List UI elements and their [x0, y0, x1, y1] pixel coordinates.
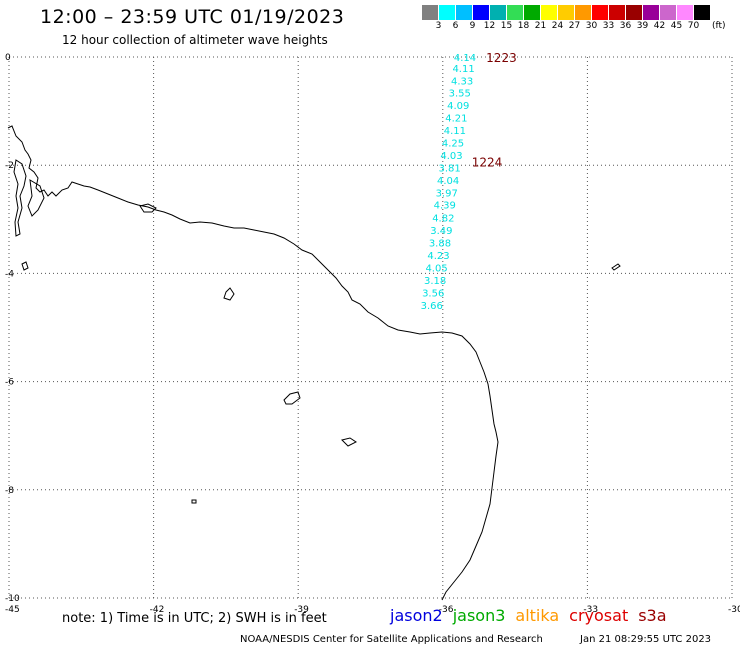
- y-tick-label: -6: [5, 378, 14, 388]
- island: [341, 437, 357, 447]
- legend-label: 9: [469, 21, 476, 31]
- legend-label: 15: [500, 21, 513, 31]
- mission-legend: jason2 jason3 altika cryosat s3a: [390, 606, 677, 625]
- wave-height-label: 3.18: [424, 276, 446, 287]
- wave-height-label: 4.39: [434, 201, 456, 212]
- legend-label: 42: [653, 21, 666, 31]
- legend-swatch: [660, 5, 677, 20]
- legend-swatch: [677, 5, 694, 20]
- legend-label: 24: [551, 21, 564, 31]
- legend-label: 39: [636, 21, 649, 31]
- legend-label: 45: [670, 21, 683, 31]
- y-tick-label: -2: [5, 161, 14, 171]
- legend-swatch: [592, 5, 609, 20]
- map-subtitle: 12 hour collection of altimeter wave hei…: [62, 33, 328, 47]
- footer-note: note: 1) Time is in UTC; 2) SWH is in fe…: [62, 611, 327, 626]
- wave-height-label: 3.66: [421, 301, 443, 312]
- wave-height-label: 4.14: [454, 53, 476, 64]
- wave-height-label: 4.21: [445, 114, 467, 125]
- mission-altika: altika: [515, 606, 560, 625]
- legend-swatch: [473, 5, 490, 20]
- wave-height-label: 4.09: [447, 101, 469, 112]
- legend-swatch: [643, 5, 660, 20]
- color-scale-legend: [422, 5, 711, 20]
- legend-swatch: [456, 5, 473, 20]
- coastal-island: [139, 203, 157, 213]
- wave-height-label: 4.25: [442, 138, 464, 149]
- x-tick-label: -39: [294, 605, 309, 615]
- map-title: 12:00 – 23:59 UTC 01/19/2023: [40, 6, 345, 28]
- legend-label: 6: [452, 21, 459, 31]
- legend-label: 12: [483, 21, 496, 31]
- pass-time-label: 1223: [486, 51, 517, 65]
- wave-height-label: 3.97: [436, 188, 458, 199]
- islet-st-peter-paul: [611, 263, 621, 271]
- islet: [191, 499, 197, 504]
- wave-height-label: 4.33: [451, 76, 473, 87]
- wave-height-label: 4.11: [452, 64, 474, 75]
- coastline: [7, 125, 499, 601]
- mission-s3a: s3a: [638, 606, 667, 625]
- wave-height-label: 4.05: [425, 263, 447, 274]
- coastline-estuary: [13, 159, 27, 237]
- credit-text: NOAA/NESDIS Center for Satellite Applica…: [240, 634, 543, 645]
- wave-height-label: 3.81: [438, 163, 460, 174]
- generation-timestamp: Jan 21 08:29:55 UTC 2023: [580, 634, 712, 645]
- legend-swatch: [490, 5, 507, 20]
- legend-swatch: [541, 5, 558, 20]
- mission-jason3: jason3: [452, 606, 506, 625]
- legend-label: 70: [687, 21, 700, 31]
- x-tick-label: -36: [439, 605, 454, 615]
- y-tick-label: -8: [5, 486, 14, 496]
- legend-swatch: [558, 5, 575, 20]
- legend-label: 18: [517, 21, 530, 31]
- legend-swatch: [575, 5, 592, 20]
- color-scale-labels: 3 6 9 12 15 18 21 24 27 30 33 36 39 42 45 70: [422, 21, 702, 31]
- wave-height-label: 4.23: [427, 251, 449, 262]
- atoll-das-rocas: [223, 287, 235, 301]
- islet: [21, 261, 29, 271]
- legend-unit: (ft): [712, 21, 726, 31]
- legend-swatch: [422, 5, 439, 20]
- x-tick-label: -42: [150, 605, 165, 615]
- mission-jason2: jason2: [390, 606, 443, 625]
- y-tick-label: 0: [5, 53, 11, 63]
- wave-height-label: 4.82: [432, 214, 454, 225]
- island-marajo: [27, 179, 45, 217]
- legend-swatch: [626, 5, 643, 20]
- wave-height-label: 3.56: [422, 288, 444, 299]
- legend-swatch: [507, 5, 524, 20]
- wave-height-label: 3.49: [430, 226, 452, 237]
- wave-height-label: 3.88: [429, 239, 451, 250]
- legend-swatch: [609, 5, 626, 20]
- pass-time-label: 1224: [472, 155, 503, 169]
- mission-cryosat: cryosat: [569, 606, 629, 625]
- island-fernando-de-noronha: [283, 391, 301, 405]
- y-tick-label: -10: [5, 594, 20, 604]
- legend-label: 27: [568, 21, 581, 31]
- legend-swatch: [439, 5, 456, 20]
- wave-height-label: 4.03: [440, 151, 462, 162]
- legend-label: 33: [602, 21, 615, 31]
- wave-height-label: 3.55: [449, 89, 471, 100]
- x-tick-label: -33: [583, 605, 598, 615]
- legend-label: 36: [619, 21, 632, 31]
- wave-height-label: 4.11: [444, 126, 466, 137]
- wave-height-label: 4.04: [437, 176, 459, 187]
- legend-swatch: [524, 5, 541, 20]
- x-tick-label: -45: [5, 605, 20, 615]
- legend-swatch: [694, 5, 711, 20]
- legend-label: 21: [534, 21, 547, 31]
- x-tick-label: -30: [728, 605, 740, 615]
- y-tick-label: -4: [5, 269, 14, 279]
- legend-label: 30: [585, 21, 598, 31]
- legend-label: 3: [435, 21, 442, 31]
